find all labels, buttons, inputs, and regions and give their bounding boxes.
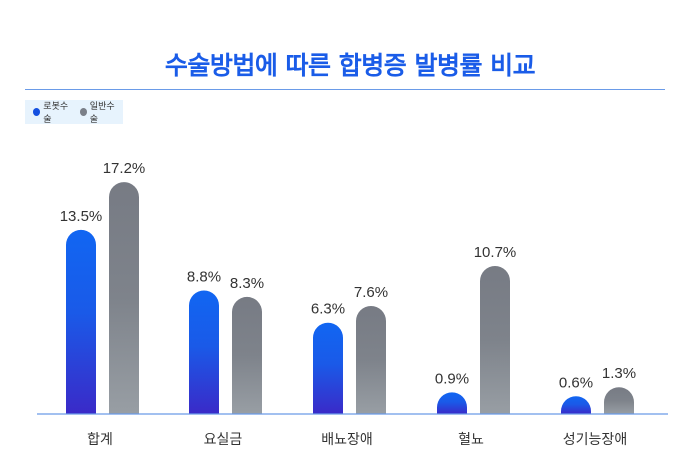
bar-robot-1 <box>189 290 219 414</box>
bar-robot-2 <box>313 322 343 414</box>
legend-dot-robot-icon <box>33 108 41 116</box>
data-label: 10.7% <box>474 244 517 261</box>
bar-general-2 <box>356 305 386 414</box>
legend-dot-general-icon <box>79 108 87 116</box>
category-label: 혈뇨 <box>458 432 484 448</box>
title-divider <box>25 89 665 90</box>
bar-general-1 <box>232 296 262 414</box>
legend: 로봇수술 일반수술 <box>25 99 123 125</box>
bar-general-0 <box>109 182 139 414</box>
bar-general-3 <box>480 265 510 414</box>
data-label: 13.5% <box>60 208 103 225</box>
data-label: 17.2% <box>103 160 146 177</box>
category-label: 요실금 <box>204 432 243 448</box>
category-label: 합계 <box>87 432 113 448</box>
bar-robot-0 <box>66 229 96 414</box>
legend-label-general: 일반수술 <box>89 102 115 125</box>
data-label: 7.6% <box>354 284 388 301</box>
data-label: 8.8% <box>187 268 221 285</box>
data-label: 8.3% <box>230 275 264 292</box>
data-label: 0.6% <box>559 374 593 391</box>
legend-label-robot: 로봇수술 <box>43 102 69 125</box>
legend-item-general: 일반수술 <box>79 99 121 125</box>
bar-robot-3 <box>437 392 467 414</box>
chart-title: 수술방법에 따른 합병증 발병률 비교 <box>164 51 536 80</box>
data-label: 0.9% <box>435 370 469 387</box>
legend-item-robot: 로봇수술 <box>33 99 74 125</box>
bar-robot-4 <box>561 396 591 414</box>
data-label: 1.3% <box>602 365 636 382</box>
data-label: 6.3% <box>311 301 345 318</box>
category-label: 성기능장애 <box>563 432 627 448</box>
category-label: 배뇨장애 <box>321 432 373 448</box>
bar-general-4 <box>604 387 634 414</box>
